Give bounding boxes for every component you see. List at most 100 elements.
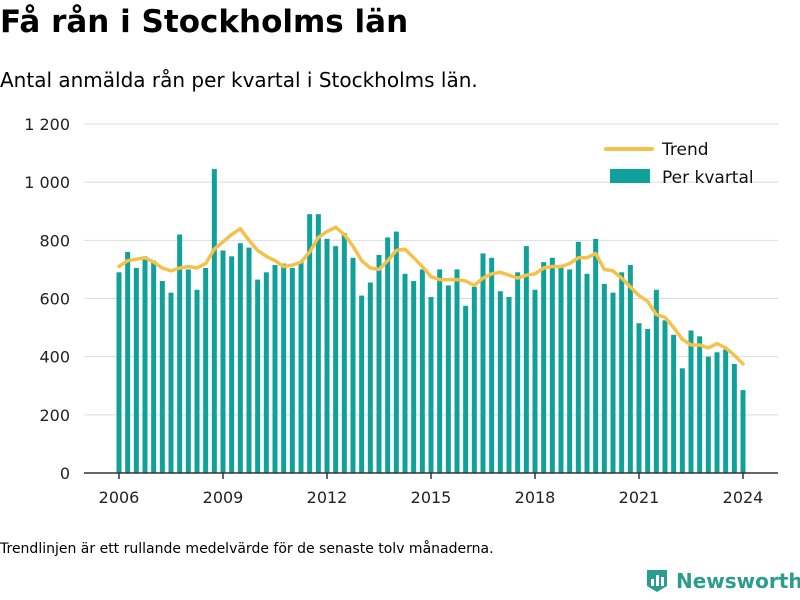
bar: [515, 272, 521, 473]
bar: [471, 286, 477, 473]
bar: [610, 292, 616, 473]
bar: [385, 237, 391, 473]
bar: [593, 238, 599, 473]
bar: [255, 279, 261, 473]
bar: [263, 272, 269, 473]
legend: Trend Per kvartal: [604, 140, 754, 188]
y-tick-label: 800: [39, 231, 70, 250]
bar: [627, 265, 633, 473]
bar: [506, 297, 512, 473]
bar: [203, 267, 209, 473]
bar: [168, 292, 174, 473]
bar: [177, 234, 183, 473]
bar: [445, 285, 451, 473]
bar: [237, 243, 243, 473]
bar: [697, 336, 703, 473]
y-tick-label: 0: [60, 464, 70, 483]
bar: [714, 352, 720, 473]
bar: [185, 269, 191, 473]
bar: [428, 297, 434, 473]
bar: [324, 238, 330, 473]
bar: [688, 330, 694, 473]
bar: [723, 349, 729, 473]
y-tick-label: 400: [39, 348, 70, 367]
bar: [272, 265, 278, 473]
brand-name: Newsworthy: [676, 569, 800, 593]
bar: [454, 269, 460, 473]
bar: [133, 267, 139, 473]
bar: [359, 295, 365, 473]
bar: [480, 253, 486, 473]
trend-series: [117, 225, 745, 366]
x-tick-label: 2021: [619, 488, 660, 507]
bar: [116, 272, 122, 473]
legend-trend-label: Trend: [661, 140, 709, 160]
bar: [575, 241, 581, 473]
bar: [367, 282, 373, 473]
bar: [402, 273, 408, 473]
bar: [341, 233, 347, 473]
bar: [731, 363, 737, 473]
footnote: Trendlinjen är ett rullande medelvärde f…: [0, 541, 494, 557]
chart-title: Få rån i Stockholms län: [0, 4, 409, 40]
bar: [125, 251, 131, 473]
bar: [679, 368, 685, 473]
legend-bars-label: Per kvartal: [662, 168, 754, 188]
bar: [419, 269, 425, 473]
x-axis-ticks: 2006 2009 2012 2015 2018 2021 2024: [99, 473, 763, 507]
bar: [740, 390, 746, 473]
bar: [315, 214, 321, 474]
bar: [393, 231, 399, 473]
bar: [350, 257, 356, 473]
bar: [142, 256, 148, 473]
bar: [333, 246, 339, 473]
x-tick-label: 2015: [411, 488, 452, 507]
y-tick-label: 1 000: [24, 173, 70, 192]
y-tick-label: 1 200: [24, 115, 70, 134]
x-tick-label: 2018: [515, 488, 556, 507]
bar: [671, 334, 677, 473]
bar: [246, 247, 252, 473]
brand: Newsworthy: [644, 568, 800, 594]
bar: [298, 262, 304, 473]
bar-series: [116, 169, 746, 474]
bar: [411, 281, 417, 473]
bar: [705, 356, 711, 473]
x-tick-label: 2009: [203, 488, 244, 507]
bar: [497, 291, 503, 473]
bar: [159, 281, 165, 473]
chart-subtitle: Antal anmälda rån per kvartal i Stockhol…: [0, 68, 478, 92]
bar: [194, 289, 200, 473]
bar: [376, 254, 382, 473]
bar: [489, 257, 495, 473]
bar: [437, 269, 443, 473]
bar: [636, 323, 642, 473]
bar: [151, 260, 157, 473]
bar: [532, 289, 538, 473]
bar: [601, 283, 607, 473]
bar: [229, 256, 235, 473]
bar: [619, 272, 625, 473]
bar: [281, 263, 287, 473]
bar: [289, 267, 295, 473]
bar: [549, 257, 555, 473]
bar: [662, 320, 668, 473]
x-tick-label: 2006: [99, 488, 140, 507]
bar: [567, 269, 573, 473]
bar: [541, 262, 547, 473]
legend-bars-swatch: [610, 169, 650, 183]
y-tick-label: 600: [39, 290, 70, 309]
bar: [645, 329, 651, 473]
y-axis-ticks: 0 200 400 600 800 1 000 1 200: [24, 115, 70, 483]
bar: [211, 169, 217, 473]
x-tick-label: 2012: [307, 488, 348, 507]
bar: [523, 246, 529, 473]
bar: [584, 273, 590, 473]
bar: [220, 250, 226, 473]
bar: [307, 214, 313, 474]
bar: [653, 289, 659, 473]
newsworthy-logo-icon: [647, 570, 667, 592]
bar: [463, 305, 469, 473]
y-tick-label: 200: [39, 406, 70, 425]
